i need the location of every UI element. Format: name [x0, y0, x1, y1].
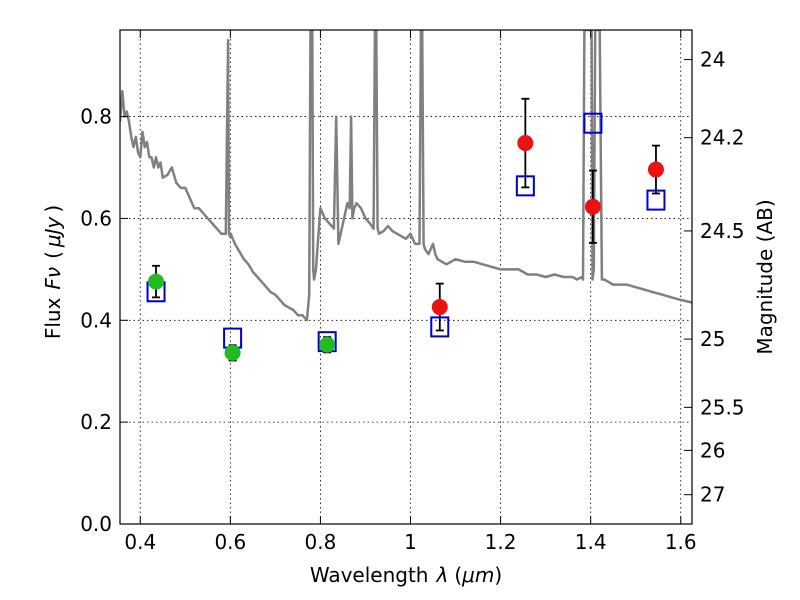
data-point-circle [319, 336, 336, 353]
y-tick-label: 0.2 [80, 410, 112, 434]
data-point-circle [517, 135, 534, 152]
y-axis-label-text: Flux [41, 297, 65, 339]
y-axis-label-unit: μJy [41, 215, 65, 248]
data-point-circle [584, 198, 601, 215]
y2-tick-label: 25.5 [700, 395, 745, 419]
y-tick-label: 0.0 [80, 512, 112, 536]
x-tick-label: 0.4 [124, 530, 156, 554]
spectrum-layer [120, 30, 692, 322]
y2-axis-ticks: 24 24.2 24.5 25 25.5 26 27 [684, 48, 745, 507]
y-tick-label: 0.8 [80, 105, 112, 129]
data-point-circle [224, 344, 241, 361]
y2-tick-label: 24 [700, 48, 725, 72]
model-spectrum-line [120, 30, 692, 322]
y-axis-ticks: 0.0 0.2 0.4 0.6 0.8 [80, 105, 128, 536]
y2-tick-label: 27 [700, 483, 725, 507]
model-point-square [583, 112, 603, 134]
plot-frame [119, 29, 693, 525]
x-axis-ticks: 0.4 0.6 0.8 1 1.2 1.4 1.6 [124, 30, 697, 554]
y-axis-label-symbol: Fν [41, 267, 65, 290]
grid-layer [120, 30, 692, 525]
plot-area [119, 29, 693, 525]
y2-tick-label: 26 [700, 438, 725, 462]
x-axis-label: Wavelength λ (μm) [310, 563, 502, 587]
model-point-square [646, 189, 666, 211]
x-axis-label-symbol: λ [435, 563, 448, 587]
marker-layer [146, 112, 666, 361]
x-tick-label: 0.8 [305, 530, 337, 554]
y2-axis-label: Magnitude (AB) [753, 199, 777, 354]
y-tick-label: 0.4 [80, 308, 112, 332]
y2-tick-label: 24.2 [700, 126, 745, 150]
y2-tick-label: 25 [700, 327, 725, 351]
x-tick-label: 1.4 [575, 530, 607, 554]
y-axis-label: FluxFν(μJy) [41, 205, 65, 339]
y-tick-label: 0.6 [80, 206, 112, 230]
data-point-circle [148, 273, 165, 290]
data-point-circle [431, 299, 448, 316]
x-tick-label: 0.6 [214, 530, 246, 554]
x-tick-label: 1.6 [665, 530, 697, 554]
x-axis-label-text: Wavelength [310, 563, 429, 587]
data-point-circle [647, 161, 664, 178]
model-point-square [515, 175, 535, 197]
x-tick-label: 1 [404, 530, 417, 554]
x-tick-label: 1.2 [485, 530, 517, 554]
model-point-square [430, 316, 450, 338]
x-axis-label-unit: μm [461, 563, 494, 587]
y2-tick-label: 24.5 [700, 219, 745, 243]
